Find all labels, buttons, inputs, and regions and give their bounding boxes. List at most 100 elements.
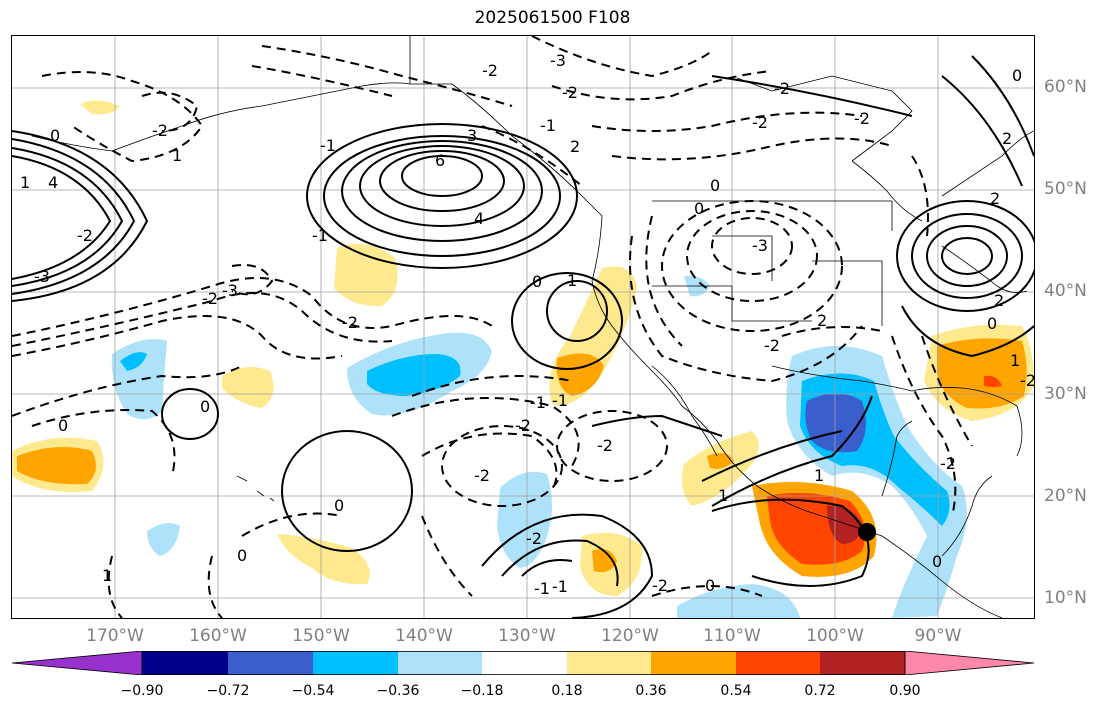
contour-label: -2 [597,436,613,455]
colorbar-segment [567,651,651,675]
contour-label: -3 [34,267,50,286]
lon-label-90w: 90°W [914,626,962,646]
contour-label: 0 [987,314,997,333]
lat-label-30n: 30°N [1044,384,1087,404]
colorbar-segment [482,651,567,675]
negative-anomaly-region [111,339,167,420]
contour-label: -2 [652,576,668,595]
colorbar-segment [651,651,736,675]
contour-label: 0 [694,199,704,218]
contour-label: 2 [990,189,1000,208]
colorbar-extend-min [11,650,143,676]
colorbar-segment [313,651,398,675]
colorbar-tick-label: −0.54 [291,683,335,699]
positive-anomaly-region [707,452,734,469]
lat-label-20n: 20°N [1044,486,1087,506]
positive-anomaly-region [984,375,1002,387]
contour-label: -2 [515,416,531,435]
lon-label-170w: 170°W [86,626,144,646]
contour-label: 0 [58,416,68,435]
contour-label: -2 [202,289,218,308]
contour-label: 1 [102,566,112,585]
contour-label: 0 [532,272,542,291]
positive-anomaly-region [334,243,398,307]
contour-label: 2 [994,291,1004,310]
contour-label: -2 [152,121,168,140]
colorbar-extend-max [904,650,1035,676]
contour-label: -1 [552,391,568,410]
shading-layer [12,100,1034,618]
lon-label-150w: 150°W [292,626,350,646]
colorbar-segment [820,651,905,675]
contour-label: 1 [567,271,577,290]
colorbar-tick-label: −0.72 [206,683,250,699]
map-panel: -3 -2 -2 -2 -2 0 1 -1 -2 3 2 6 4 -2 0 -3… [12,36,1034,618]
lat-label-10n: 10°N [1044,588,1087,608]
contour-label: -2 [474,466,490,485]
lon-label-120w: 120°W [601,626,659,646]
contour-label-layer: -3 -2 -2 -2 -2 0 1 -1 -2 3 2 6 4 -2 0 -3… [20,51,1034,598]
contour-label: -2 [342,313,358,332]
colorbar-tick-label: 0.90 [889,683,921,699]
contour-label: -1 [534,579,550,598]
negative-anomaly-region [805,393,866,453]
contour-label: 2 [817,311,827,330]
contour-label: 0 [932,552,942,571]
contour-label: -2 [854,109,870,128]
negative-anomaly-region [677,584,800,618]
contour-label: -2 [526,529,542,548]
lon-label-140w: 140°W [395,626,453,646]
contour-label: -1 [540,116,556,135]
colorbar [11,650,1035,676]
contour-label: -1 [320,136,336,155]
colorbar-segment [736,651,820,675]
contour-label: 3 [467,126,477,145]
contour-label: 1 [172,146,182,165]
contour-label: 2 [1002,129,1012,148]
contour-label: -3 [222,281,238,300]
colorbar-segment [398,651,482,675]
contour-label: -1 [530,393,546,412]
contour-label: 1 [814,466,824,485]
positive-anomaly-region [592,548,617,573]
contour-label: -2 [562,83,578,102]
colorbar-tick-label: −0.90 [120,683,164,699]
colorbar-tick-label: 0.72 [804,683,836,699]
contour-label: 1 [718,486,728,505]
positive-anomaly-region [277,534,370,585]
contour-label: -2 [774,79,790,98]
lon-label-160w: 160°W [189,626,247,646]
contour-label: -2 [752,113,768,132]
graticule [12,36,1034,618]
contour-label: 0 [710,176,720,195]
positive-anomaly-region [80,100,120,115]
storm-center-marker [858,523,876,541]
colorbar-tick-label: −0.18 [460,683,504,699]
contour-lines [12,55,1034,618]
colorbar-segment [142,651,228,675]
negative-anomaly-region [120,352,147,371]
positive-anomaly-region [937,338,1027,409]
contour-label: -1 [552,577,568,596]
colorbar-tick-label: −0.36 [376,683,420,699]
positive-anomaly-region [17,447,96,485]
contour-label: 2 [570,137,580,156]
positive-anomaly-region [556,353,604,396]
negative-anomaly-region [367,354,461,396]
colorbar-svg [11,650,1035,676]
contour-label: 4 [474,209,484,228]
lon-label-130w: 130°W [498,626,556,646]
lon-label-100w: 100°W [806,626,864,646]
contour-label: -2 [940,454,956,473]
contour-label: 0 [237,546,247,565]
map-title: 2025061500 F108 [474,8,631,28]
positive-anomaly-region [681,431,760,506]
lat-label-50n: 50°N [1044,179,1087,199]
lat-label-40n: 40°N [1044,281,1087,301]
contour-label: -1 [312,226,328,245]
contour-label: 0 [705,576,715,595]
contour-label: -2 [482,61,498,80]
contour-label: 0 [334,496,344,515]
coastlines [31,36,1034,618]
contour-label: -2 [764,336,780,355]
